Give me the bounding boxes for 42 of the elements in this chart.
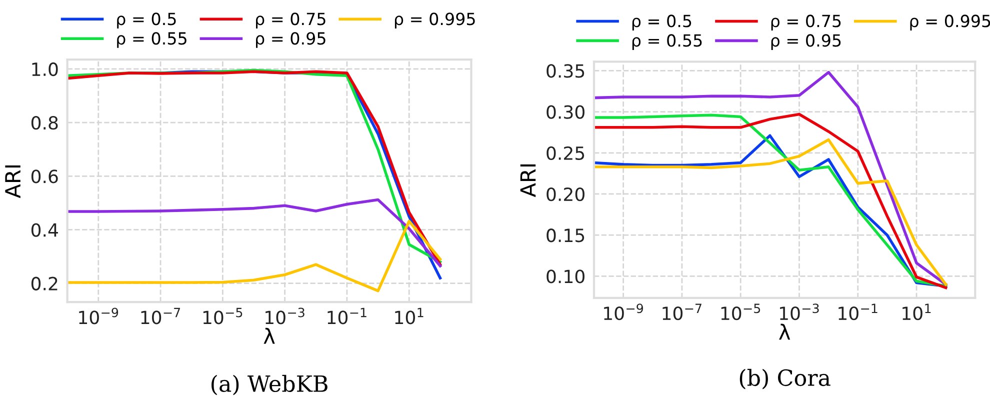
x-tick-label: 10$^{1}$ xyxy=(395,308,424,324)
y-tick-label: 1.0 xyxy=(32,62,58,76)
line-series xyxy=(67,220,442,292)
legend-label: ρ = 0.5 xyxy=(632,14,692,31)
legend-label: ρ = 0.95 xyxy=(771,34,841,50)
legend-label: ρ = 0.55 xyxy=(117,32,186,48)
legend-label: ρ = 0.995 xyxy=(394,12,475,28)
x-tick-label: 10$^{−3}$ xyxy=(780,304,819,320)
y-tick-label: 0.30 xyxy=(546,105,584,119)
y-tick-label: 0.20 xyxy=(546,187,584,202)
x-tick-label: 10$^{−1}$ xyxy=(328,308,366,324)
legend-label: ρ = 0.75 xyxy=(771,14,841,31)
x-tick-label: 10$^{−3}$ xyxy=(266,308,304,324)
y-tick-label: 0.15 xyxy=(546,228,584,242)
y-tick-label: 0.10 xyxy=(546,270,584,284)
x-axis-title: λ xyxy=(264,328,275,344)
x-tick-label: 10$^{−5}$ xyxy=(721,304,760,320)
legend-label: ρ = 0.5 xyxy=(117,12,176,28)
x-tick-label: 10$^{−9}$ xyxy=(79,308,118,324)
legend-label: ρ = 0.95 xyxy=(256,32,326,48)
line-series xyxy=(67,198,442,268)
y-tick-label: 0.25 xyxy=(546,146,584,160)
y-tick-label: 0.2 xyxy=(31,276,58,290)
y-tick-label: 0.6 xyxy=(31,170,58,184)
x-tick-label: 10$^{−9}$ xyxy=(604,304,643,320)
text: (b) Cora xyxy=(740,368,830,390)
y-tick-label: 0.8 xyxy=(31,116,58,130)
line-series xyxy=(594,70,948,286)
text: (a) WebKB xyxy=(212,374,328,396)
x-tick-label: 10$^{−7}$ xyxy=(141,308,180,324)
x-tick-label: 10$^{−5}$ xyxy=(203,308,242,324)
y-tick-label: 0.4 xyxy=(31,223,58,237)
x-tick-label: 10$^{−7}$ xyxy=(662,304,702,320)
y-axis-title: ARI xyxy=(520,164,536,198)
legend-label: ρ = 0.55 xyxy=(632,34,702,50)
y-axis-title: ARI xyxy=(5,165,20,198)
y-tick-label: 0.35 xyxy=(546,64,584,78)
legend-label: ρ = 0.75 xyxy=(256,12,326,28)
x-tick-label: 10$^{−1}$ xyxy=(838,304,878,320)
x-axis-title: λ xyxy=(779,324,790,340)
x-tick-label: 10$^{1}$ xyxy=(902,304,931,320)
legend-label: ρ = 0.995 xyxy=(910,14,990,31)
